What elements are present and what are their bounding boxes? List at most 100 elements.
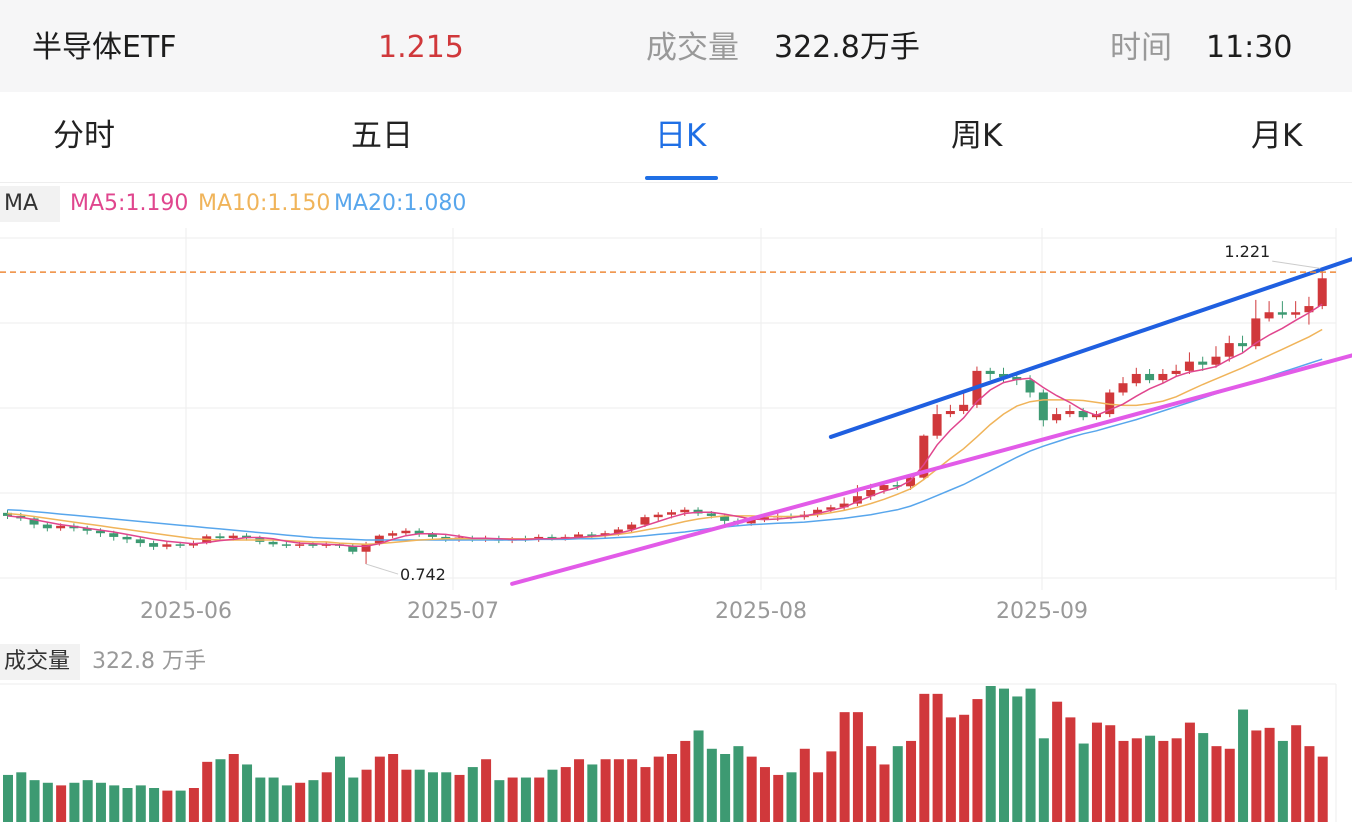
volume-bar (42, 782, 53, 822)
volume-bar (866, 746, 877, 822)
volume-bar (467, 767, 478, 822)
high-annotation: 1.221 (1224, 242, 1270, 261)
volume-grid (0, 683, 1337, 822)
ma-selector-button[interactable]: MA (0, 186, 60, 222)
volume-bar (1078, 743, 1089, 822)
volume-bar (135, 785, 146, 822)
candle-body (175, 544, 185, 546)
quote-bar: 半导体ETF 1.215 成交量 322.8万手 时间 11:30 (0, 0, 1352, 92)
tab-weekly-k[interactable]: 周K (951, 118, 1003, 154)
candle-body (135, 539, 145, 544)
candle-body (295, 544, 305, 546)
candle-body (82, 528, 92, 531)
active-tab-indicator (645, 176, 718, 180)
volume-bar (653, 756, 664, 822)
tab-daily-k[interactable]: 日K (655, 118, 707, 154)
candle-body (388, 533, 398, 536)
volume-bar (667, 754, 677, 822)
volume-bar (574, 759, 585, 822)
volume-bar (335, 756, 345, 822)
candle-body (826, 507, 836, 510)
candle-body (308, 544, 318, 546)
x-tick-label: 2025-07 (407, 599, 499, 624)
candle-body (401, 530, 411, 534)
candle-body (680, 509, 690, 513)
candle-body (706, 513, 716, 516)
candle-body (839, 503, 849, 508)
candle-body (1211, 356, 1221, 365)
candle-body (587, 534, 597, 536)
volume-bar (720, 754, 731, 822)
candle-body (268, 541, 278, 545)
volume-bar (481, 759, 492, 822)
volume-bar (826, 751, 837, 822)
volume-bar (892, 746, 903, 822)
volume-bar (972, 699, 983, 822)
ma10-value: MA10:1.150 (198, 191, 331, 216)
candle-body (427, 534, 437, 537)
candle-body (29, 518, 39, 525)
volume-bar (1317, 756, 1328, 822)
candle-body (613, 529, 623, 534)
volume-indicator-button[interactable]: 成交量 (0, 644, 80, 680)
candle-body (720, 515, 730, 521)
volume-bar (215, 759, 226, 822)
candle-body (919, 435, 929, 478)
ma5-line (7, 303, 1323, 547)
candle-body (281, 544, 291, 546)
volume-bar (613, 759, 624, 822)
tab-monthly-k[interactable]: 月K (1251, 118, 1303, 154)
volume-bar (1025, 688, 1036, 822)
volume-bar (600, 759, 611, 822)
volume-bar (507, 777, 518, 822)
volume-bar (693, 730, 704, 822)
volume-bar (706, 748, 717, 822)
candle-body (321, 544, 331, 546)
volume-bar (852, 712, 863, 822)
candle-body (1078, 411, 1088, 418)
volume-bar (534, 777, 545, 822)
candle-body (985, 370, 995, 374)
volume-bar (95, 782, 106, 822)
ma20-value: MA20:1.080 (334, 191, 467, 216)
volume-bar (3, 774, 13, 822)
volume-bar (627, 759, 638, 822)
volume-bar (906, 740, 917, 822)
tab-intraday[interactable]: 分时 (53, 118, 115, 154)
volume-bar (520, 777, 531, 822)
volume-bar (1291, 725, 1302, 822)
candle-body (627, 524, 637, 530)
volume-bar (255, 777, 266, 822)
volume-bar (799, 748, 810, 822)
volume-bar (1224, 748, 1235, 822)
volume-value: 322.8万手 (774, 30, 920, 65)
low-annotation: 0.742 (400, 565, 446, 584)
volume-bar (1304, 746, 1315, 822)
candle-body (1264, 312, 1274, 319)
volume-bar (427, 772, 438, 822)
volume-bar (454, 774, 465, 822)
volume-bar (1091, 722, 1102, 822)
volume-bar (401, 769, 412, 822)
volume-bar (1118, 740, 1129, 822)
volume-bar (122, 788, 133, 822)
volume-bar (1277, 740, 1288, 822)
volume-bar (1038, 738, 1049, 822)
x-tick-label: 2025-09 (996, 599, 1088, 624)
candle-body (999, 373, 1008, 378)
candle-body (879, 485, 889, 491)
volume-bar (348, 777, 359, 822)
volume-bar (388, 754, 399, 822)
volume-bar (414, 769, 425, 822)
tab-five-day[interactable]: 五日 (351, 118, 413, 154)
candle-body (1038, 392, 1048, 421)
x-axis-labels: 2025-06 2025-07 2025-08 2025-09 (140, 599, 1088, 624)
candle-body (945, 411, 955, 415)
volume-bar (188, 788, 199, 822)
volume-bar (587, 764, 598, 822)
candle-body (162, 544, 172, 547)
volume-bar (759, 767, 770, 822)
volume-bar (1158, 740, 1169, 822)
high-annotation-leader (1272, 260, 1321, 269)
